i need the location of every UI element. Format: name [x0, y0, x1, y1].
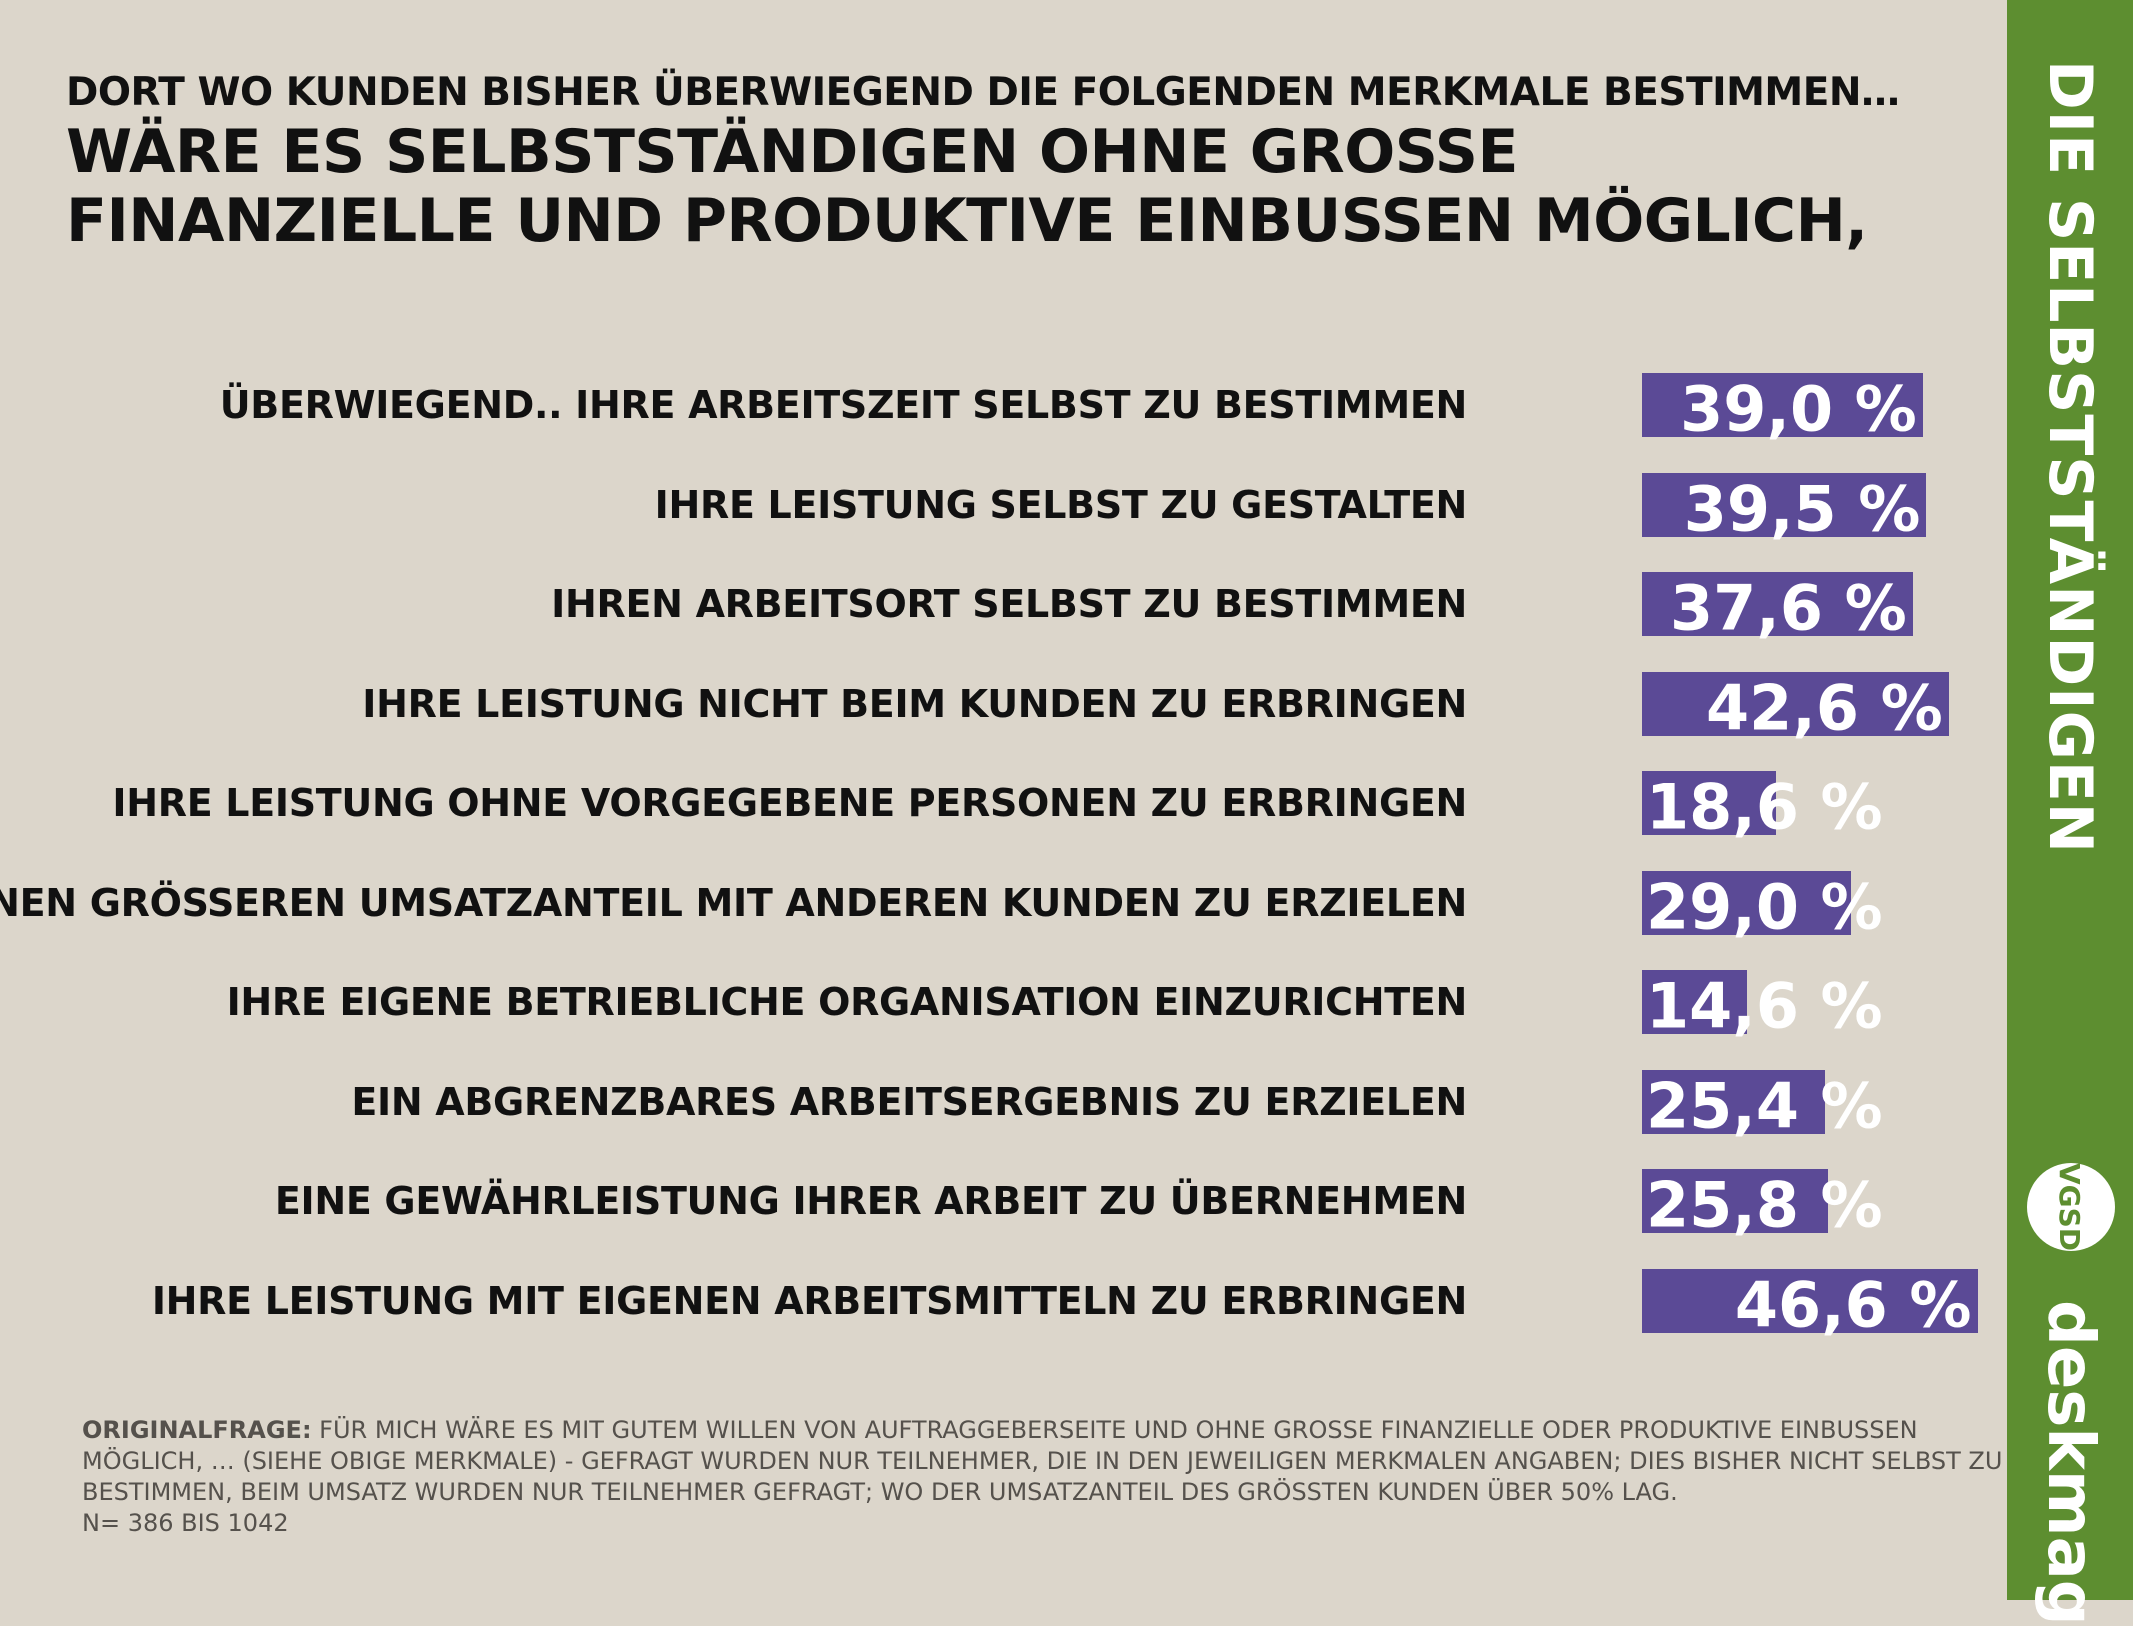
bar: [1642, 572, 1913, 636]
bar: [1642, 1169, 1828, 1233]
footnote-label: ORIGINALFRAGE:: [82, 1416, 312, 1444]
footnote: ORIGINALFRAGE: FÜR MICH WÄRE ES MIT GUTE…: [82, 1415, 2012, 1539]
side-banner: [2007, 0, 2133, 1600]
value-label: 25,8 %: [1646, 1168, 1883, 1242]
side-title: DIE SELBSTSTÄNDIGEN: [2035, 60, 2105, 855]
bar: [1642, 671, 1949, 736]
bar: [1642, 870, 1851, 935]
bar: [1642, 1069, 1825, 1134]
bar: [1642, 472, 1927, 537]
value-label: 25,4 %: [1646, 1069, 1883, 1142]
category-label: EINE GEWÄHRLEISTUNG IHRER ARBEIT ZU ÜBER…: [274, 1179, 1467, 1223]
bar: [1642, 1268, 1978, 1333]
category-label: IHRE LEISTUNG OHNE VORGEGEBENE PERSONEN …: [112, 781, 1467, 825]
category-label: IHRE LEISTUNG SELBST ZU GESTALTEN: [654, 482, 1468, 527]
footnote-text: FÜR MICH WÄRE ES MIT GUTEM WILLEN VON AU…: [82, 1416, 2003, 1506]
value-label: 18,6 %: [1646, 770, 1883, 844]
category-label: IHREN ARBEITSORT SELBST ZU BESTIMMEN: [551, 582, 1467, 626]
category-label: IHRE LEISTUNG MIT EIGENEN ARBEITSMITTELN…: [151, 1278, 1467, 1323]
category-label: IHRE EIGENE BETRIEBLICHE ORGANISATION EI…: [226, 980, 1468, 1024]
category-label: EINEN GRÖSSEREN UMSATZANTEIL MIT ANDEREN…: [0, 880, 1467, 925]
bar-chart: ÜBERWIEGEND.. IHRE ARBEITSZEIT SELBST ZU…: [0, 360, 2000, 1360]
value-label: 39,5 %: [1683, 472, 1921, 545]
brand-name: deskmag: [2033, 1300, 2107, 1626]
value-label: 37,6 %: [1670, 571, 1907, 645]
vgsd-logo-icon: VGSD: [2027, 1163, 2115, 1251]
bar: [1642, 373, 1923, 437]
category-label: ÜBERWIEGEND.. IHRE ARBEITSZEIT SELBST ZU…: [219, 383, 1468, 427]
value-label: 42,6 %: [1706, 671, 1943, 744]
value-label: 39,0 %: [1680, 372, 1917, 446]
svg-text:VGSD: VGSD: [2053, 1163, 2086, 1251]
value-label: 46,6 %: [1734, 1268, 1972, 1341]
footnote-n: N= 386 BIS 1042: [82, 1509, 289, 1537]
chart-kicker: DORT WO KUNDEN BISHER ÜBERWIEGEND DIE FO…: [66, 70, 1900, 115]
chart-title: WÄRE ES SELBSTSTÄNDIGEN OHNE GROSSE FINA…: [66, 117, 1868, 256]
value-label: 14,6 %: [1646, 969, 1883, 1043]
bar: [1642, 970, 1748, 1034]
value-label: 29,0 %: [1646, 870, 1883, 943]
bar: [1642, 771, 1776, 835]
category-label: IHRE LEISTUNG NICHT BEIM KUNDEN ZU ERBRI…: [362, 681, 1467, 726]
category-label: EIN ABGRENZBARES ARBEITSERGEBNIS ZU ERZI…: [351, 1079, 1467, 1124]
